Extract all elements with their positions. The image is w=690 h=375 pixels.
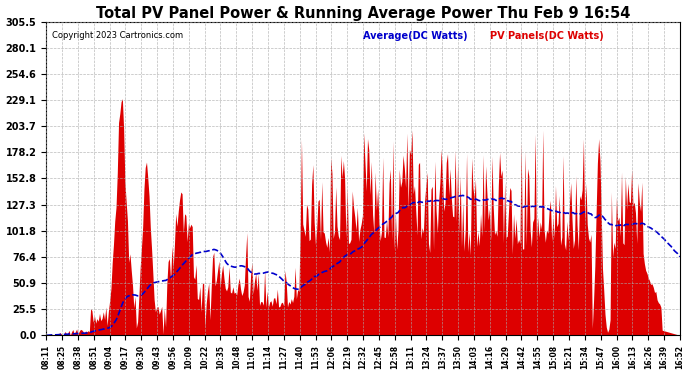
Text: Average(DC Watts): Average(DC Watts)	[363, 31, 468, 41]
Text: PV Panels(DC Watts): PV Panels(DC Watts)	[490, 31, 604, 41]
Text: Copyright 2023 Cartronics.com: Copyright 2023 Cartronics.com	[52, 31, 184, 40]
Title: Total PV Panel Power & Running Average Power Thu Feb 9 16:54: Total PV Panel Power & Running Average P…	[96, 6, 630, 21]
